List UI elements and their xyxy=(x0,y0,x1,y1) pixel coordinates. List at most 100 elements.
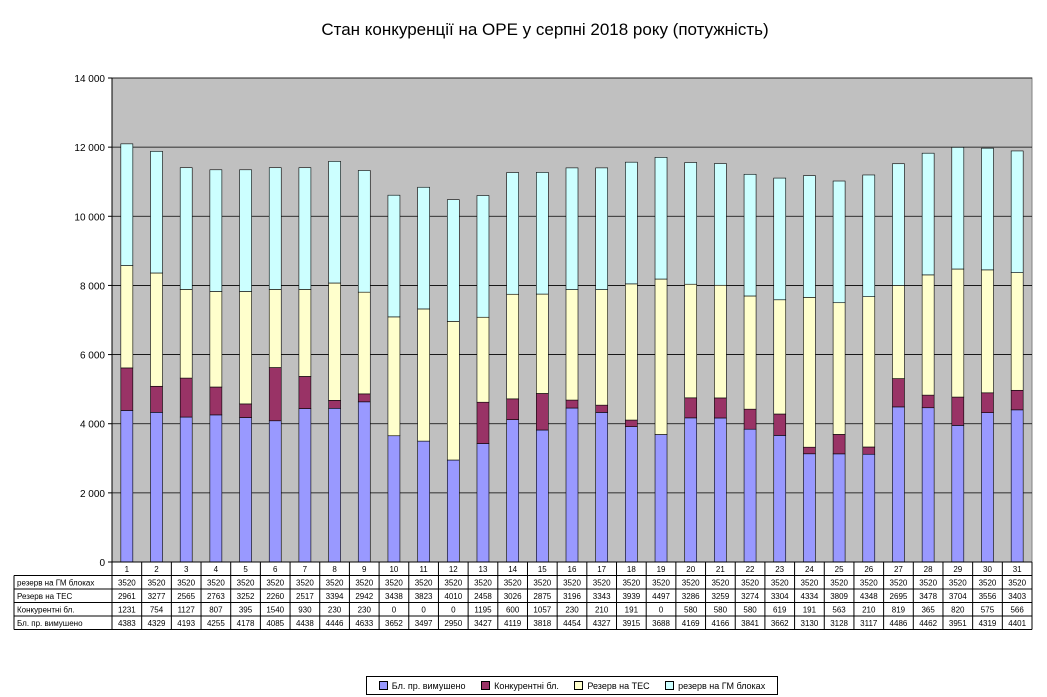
x-tick-label: 9 xyxy=(362,565,367,574)
bar-segment xyxy=(328,400,341,409)
table-row-label: Резерв на ТЕС xyxy=(17,592,73,601)
data-label: 4010 xyxy=(444,592,462,601)
x-tick-label: 23 xyxy=(775,565,784,574)
data-label: 4486 xyxy=(890,619,908,628)
x-tick-label: 20 xyxy=(686,565,695,574)
table-row-label: Бл. пр. вимушено xyxy=(17,619,83,628)
data-label: 4633 xyxy=(355,619,373,628)
data-label: 230 xyxy=(565,606,579,615)
legend-label: Бл. пр. вимушено xyxy=(391,680,466,691)
x-tick-label: 21 xyxy=(716,565,725,574)
bar-segment xyxy=(951,396,965,426)
data-label: 3520 xyxy=(622,579,640,588)
x-tick-label: 17 xyxy=(597,565,606,574)
x-tick-label: 15 xyxy=(538,565,547,574)
data-label: 1127 xyxy=(178,606,196,615)
bar-segment xyxy=(684,397,698,419)
data-label: 3394 xyxy=(326,592,344,601)
bar-segment xyxy=(654,157,668,280)
bar-segment xyxy=(595,404,608,413)
bar-segment xyxy=(150,412,163,563)
bar-segment xyxy=(743,173,757,297)
bar-segment xyxy=(625,426,638,563)
data-label: 4327 xyxy=(593,619,611,628)
data-label: 3520 xyxy=(533,579,551,588)
data-label: 4119 xyxy=(504,619,522,628)
data-label: 3520 xyxy=(504,579,522,588)
bar-segment xyxy=(921,152,935,276)
data-label: 580 xyxy=(684,606,698,615)
data-label: 3274 xyxy=(741,592,759,601)
data-label: 3809 xyxy=(830,592,848,601)
data-label: 3026 xyxy=(504,592,522,601)
data-label: 3520 xyxy=(949,579,967,588)
x-tick-label: 26 xyxy=(864,565,873,574)
data-label: 4085 xyxy=(266,619,284,628)
data-label: 3520 xyxy=(148,579,166,588)
data-label: 3520 xyxy=(355,579,373,588)
data-label: 210 xyxy=(862,606,876,615)
data-label: 2961 xyxy=(118,592,136,601)
data-label: 4438 xyxy=(296,619,314,628)
data-label: 3520 xyxy=(207,579,225,588)
data-label: 3427 xyxy=(474,619,492,628)
data-label: 3704 xyxy=(949,592,967,601)
data-label: 3915 xyxy=(622,619,640,628)
bar-segment xyxy=(1010,409,1024,563)
data-label: 3196 xyxy=(563,592,581,601)
bar-segment xyxy=(120,143,134,266)
data-label: 4193 xyxy=(177,619,195,628)
bar-segment xyxy=(1010,150,1024,273)
bar-segment xyxy=(625,419,638,427)
bar-segment xyxy=(239,403,252,418)
data-label: 3520 xyxy=(741,579,759,588)
x-tick-label: 12 xyxy=(449,565,458,574)
data-label: 2517 xyxy=(296,592,314,601)
bar-segment xyxy=(357,393,371,403)
bar-segment xyxy=(981,392,994,413)
data-label: 3117 xyxy=(860,619,878,628)
data-label: 3939 xyxy=(622,592,640,601)
data-label: 3277 xyxy=(148,592,166,601)
legend-label: Резерв на ТЕС xyxy=(587,680,650,691)
legend-swatch xyxy=(574,681,584,690)
bar-segment xyxy=(239,169,252,292)
data-label: 3343 xyxy=(593,592,611,601)
bar-segment xyxy=(803,446,816,455)
data-label: 3520 xyxy=(237,579,255,588)
bar-segment xyxy=(832,434,846,455)
legend-swatch xyxy=(378,681,388,690)
data-label: 210 xyxy=(595,606,609,615)
data-label: 4169 xyxy=(682,619,700,628)
bar-segment xyxy=(387,316,401,437)
bar-segment xyxy=(921,407,935,563)
bar-segment xyxy=(387,194,401,318)
data-label: 566 xyxy=(1010,606,1024,615)
data-label: 3520 xyxy=(801,579,819,588)
bar-segment xyxy=(565,407,579,563)
data-label: 230 xyxy=(328,606,342,615)
y-tick-label: 8 000 xyxy=(80,281,105,292)
x-tick-label: 10 xyxy=(389,565,398,574)
bar-segment xyxy=(951,268,965,398)
bar-segment xyxy=(684,417,698,563)
bar-segment xyxy=(150,150,163,274)
data-label: 3128 xyxy=(830,619,848,628)
data-label: 3520 xyxy=(652,579,670,588)
bar-segment xyxy=(506,293,519,400)
bar-segment xyxy=(1010,272,1024,391)
bar-segment xyxy=(743,428,757,563)
data-label: 3688 xyxy=(652,619,670,628)
data-label: 4462 xyxy=(919,619,937,628)
data-label: 4334 xyxy=(801,592,819,601)
x-tick-label: 4 xyxy=(214,565,219,574)
data-label: 575 xyxy=(981,606,995,615)
data-label: 600 xyxy=(506,606,520,615)
x-tick-label: 25 xyxy=(835,565,844,574)
data-label: 3520 xyxy=(1008,579,1026,588)
bar-segment xyxy=(357,401,371,563)
x-tick-label: 6 xyxy=(273,565,278,574)
data-label: 3841 xyxy=(741,619,759,628)
bar-segment xyxy=(892,406,905,563)
